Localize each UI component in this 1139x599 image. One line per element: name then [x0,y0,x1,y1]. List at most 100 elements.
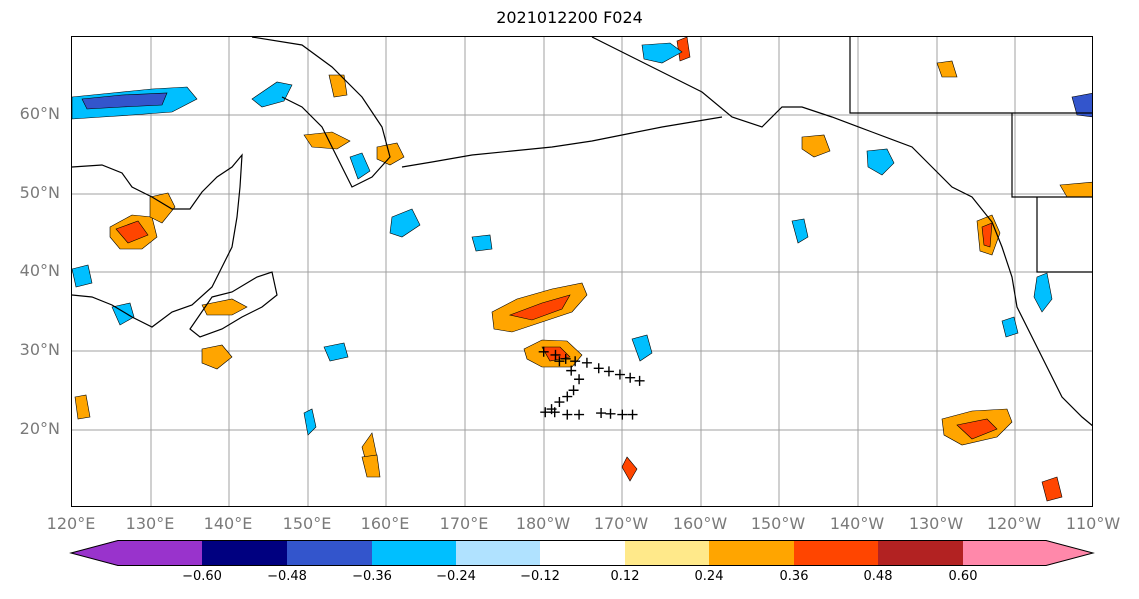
lon-label-150w: 150°W [750,514,806,533]
anomaly-patch [676,37,691,62]
colorbar-segment [963,540,1093,566]
lon-label-160e: 160°E [360,514,410,533]
track-marker [574,409,585,420]
colorbar-tick: 0.60 [948,569,978,584]
anomaly-patch [201,298,248,316]
lon-label-140w: 140°W [829,514,885,533]
colorbar-outline [69,540,1095,566]
track-marker [554,356,565,367]
colorbar-segment [709,540,794,566]
lat-label-20n: 20°N [19,419,60,438]
colorbar-segment [456,540,540,566]
colorbar-segment [878,540,963,566]
lon-label-130w: 130°W [908,514,964,533]
anomaly-patch [201,344,233,370]
storm-track [538,346,645,420]
gridlines [72,37,1092,506]
anomaly-patch [349,152,371,180]
colorbar-tick: −0.60 [182,569,222,584]
anomaly-patch [81,92,168,110]
track-marker [570,356,581,367]
colorbar-tick: 0.36 [779,569,809,584]
track-marker [617,409,628,420]
colorbar-tick: −0.36 [352,569,392,584]
track-marker [574,374,585,385]
lon-label-180w: 180°W [515,514,571,533]
lon-label-160w: 160°W [672,514,728,533]
anomaly-patch [801,134,831,158]
anomaly-patch [936,60,958,78]
track-marker [614,369,625,380]
anomaly-patch [631,334,653,362]
anomaly-patch [641,42,683,64]
colorbar [69,540,1095,566]
coastlines [72,37,1092,427]
track-marker [634,375,645,386]
lat-label-50n: 50°N [19,183,60,202]
anomaly-patch [74,394,91,420]
track-marker [581,357,592,368]
anomaly-patch [1059,181,1092,198]
colorbar-segment [202,540,287,566]
anomaly-patch [303,131,351,150]
lon-label-130e: 130°E [125,514,175,533]
anomaly-patch [791,218,809,244]
track-marker [550,349,561,360]
north-america-borders [849,37,1092,273]
kamchatka-coastline [251,37,391,188]
colorbar-segment [540,540,625,566]
lon-label-150e: 150°E [282,514,332,533]
anomaly-patch [149,192,176,224]
track-marker [560,353,571,364]
anomaly-patch [981,222,993,248]
lon-label-170w: 170°W [593,514,649,533]
anomaly-patch [251,81,293,108]
anomaly-patch [471,234,493,252]
anomaly-patch [376,142,405,166]
lon-label-170e: 170°E [439,514,489,533]
colorbar-segment [625,540,709,566]
colorbar-tick: 0.24 [694,569,724,584]
track-marker [566,365,577,376]
lon-label-120e: 120°E [46,514,96,533]
lat-label-30n: 30°N [19,340,60,359]
track-marker [538,346,549,357]
anomaly-patch [389,208,421,238]
track-marker [625,372,636,383]
anomaly-patch [328,74,348,98]
map-canvas [72,37,1092,506]
track-marker [554,397,565,408]
anomaly-patch [1033,272,1053,313]
track-marker [549,407,560,418]
lon-label-120w: 120°W [986,514,1042,533]
colorbar-tick: 0.12 [610,569,640,584]
map-title: 2021012200 F024 [496,8,643,27]
anomaly-patch [1041,476,1063,502]
anomaly-patch [1001,316,1019,338]
track-marker [540,407,551,418]
japan-coastline [189,271,278,338]
anomaly-patch [956,418,998,440]
colorbar-segment [287,540,372,566]
colorbar-tick: −0.24 [436,569,476,584]
track-marker [562,409,573,420]
colorbar-segment [794,540,878,566]
anomaly-patch [361,454,381,478]
track-marker [596,408,607,419]
colorbar-segment [71,540,202,566]
lon-label-110w: 110°W [1065,514,1121,533]
anomaly-patch [115,220,149,244]
alaska-coastline [591,37,1092,427]
track-marker [603,366,614,377]
anomaly-patch [1071,93,1092,118]
track-marker [593,363,604,374]
track-marker [605,408,616,419]
lon-label-140e: 140°E [203,514,253,533]
lat-label-40n: 40°N [19,261,60,280]
track-marker [562,391,573,402]
anomaly-patch [621,456,638,482]
anomaly-patch [303,408,317,436]
asia-coastline [72,153,243,328]
colorbar-tick: −0.48 [267,569,307,584]
anomaly-patch [508,294,571,321]
